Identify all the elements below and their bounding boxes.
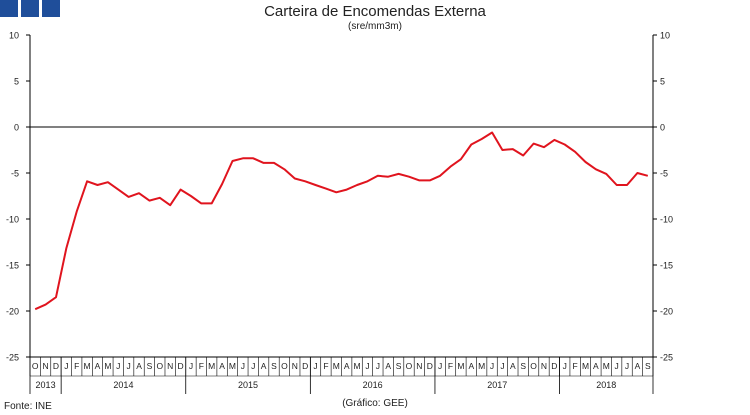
month-label: M [333,361,340,371]
y-tick-label-left: 5 [14,77,19,87]
month-label: A [510,361,516,371]
month-label: A [385,361,391,371]
month-label: J [127,361,131,371]
year-label: 2014 [113,380,133,390]
month-label: O [406,361,413,371]
month-label: M [603,361,610,371]
year-label: 2017 [487,380,507,390]
logo-square-icon [21,0,39,17]
y-tick-label-left: 0 [14,123,19,133]
y-tick-label-left: -25 [6,353,19,363]
month-label: D [427,361,433,371]
month-label: D [302,361,308,371]
y-tick-label-left: -10 [6,215,19,225]
month-label: J [189,361,193,371]
month-label: A [95,361,101,371]
source-note: Fonte: INE [4,401,52,412]
month-label: A [468,361,474,371]
month-label: J [313,361,317,371]
month-label: J [500,361,504,371]
month-label: N [167,361,173,371]
month-label: A [136,361,142,371]
y-tick-label-left: -15 [6,261,19,271]
y-tick-label-right: -10 [660,215,673,225]
month-label: S [271,361,277,371]
y-tick-label-left: 10 [9,31,19,41]
month-label: J [490,361,494,371]
month-label: A [635,361,641,371]
month-label: M [354,361,361,371]
y-tick-label-right: -5 [660,169,668,179]
series-line [34,131,649,311]
chart-credit: (Gráfico: GEE) [342,398,408,409]
month-label: O [156,361,163,371]
month-label: J [438,361,442,371]
month-label: A [593,361,599,371]
month-label: M [208,361,215,371]
month-label: O [530,361,537,371]
month-label: M [104,361,111,371]
y-tick-label-right: 10 [660,31,670,41]
y-tick-label-right: -20 [660,307,673,317]
month-label: M [457,361,464,371]
month-label: M [84,361,91,371]
month-label: A [344,361,350,371]
month-label: M [229,361,236,371]
month-label: O [281,361,288,371]
chart-subtitle: (sre/mm3m) [348,21,402,32]
month-label: J [563,361,567,371]
month-label: F [448,361,453,371]
month-label: D [177,361,183,371]
month-label: M [478,361,485,371]
month-label: S [147,361,153,371]
month-label: F [573,361,578,371]
chart-title: Carteira de Encomendas Externa [264,3,486,20]
logo-square-icon [0,0,18,17]
month-label: F [74,361,79,371]
month-label: N [292,361,298,371]
logo [0,0,62,17]
month-label: D [53,361,59,371]
year-label: 2013 [36,380,56,390]
month-label: O [32,361,39,371]
logo-square-icon [42,0,60,17]
y-tick-label-right: -15 [660,261,673,271]
month-label: N [541,361,547,371]
y-tick-label-right: 5 [660,77,665,87]
y-tick-label-left: -20 [6,307,19,317]
month-label: J [64,361,68,371]
month-label: S [520,361,526,371]
month-label: S [645,361,651,371]
month-label: D [551,361,557,371]
y-tick-label-left: -5 [11,169,19,179]
year-label: 2016 [363,380,383,390]
y-tick-label-right: -25 [660,353,673,363]
month-label: J [251,361,255,371]
month-label: F [323,361,328,371]
month-label: J [116,361,120,371]
month-label: J [376,361,380,371]
month-label: M [582,361,589,371]
month-label: N [416,361,422,371]
month-label: J [365,361,369,371]
year-label: 2018 [596,380,616,390]
month-label: A [261,361,267,371]
month-label: S [396,361,402,371]
month-label: J [625,361,629,371]
month-label: A [219,361,225,371]
month-label: N [43,361,49,371]
month-label: J [241,361,245,371]
year-label: 2015 [238,380,258,390]
month-label: J [615,361,619,371]
month-label: F [199,361,204,371]
y-tick-label-right: 0 [660,123,665,133]
